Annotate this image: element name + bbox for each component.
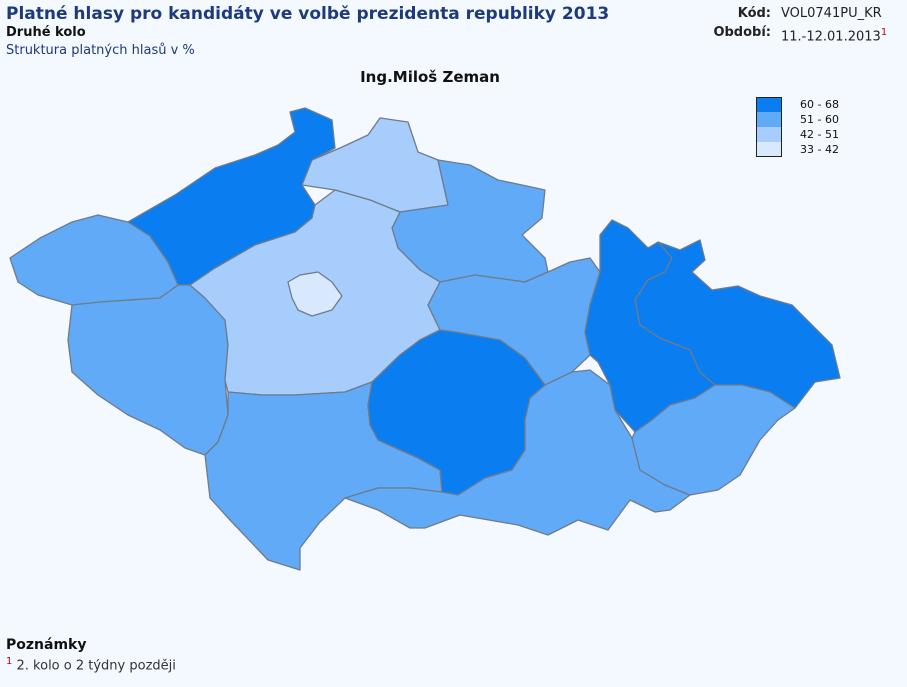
- legend-label: 60 - 68: [800, 98, 839, 111]
- legend-item: 51 - 60: [756, 112, 839, 127]
- legend-item: 60 - 68: [756, 97, 839, 112]
- region-moravskoslezsky[interactable]: [634, 239, 841, 409]
- map-legend: 60 - 68 51 - 60 42 - 51 33 - 42: [756, 97, 839, 157]
- legend-label: 33 - 42: [800, 143, 839, 156]
- page-title: Platné hlasy pro kandidáty ve volbě prez…: [6, 4, 610, 24]
- legend-item: 42 - 51: [756, 127, 839, 142]
- period-note-ref[interactable]: 1: [880, 27, 888, 38]
- period-value: 11.-12.01.2013: [781, 29, 881, 45]
- legend-swatch: [756, 127, 782, 142]
- legend-item: 33 - 42: [756, 142, 839, 157]
- map-title: Ing.Miloš Zeman: [360, 68, 500, 86]
- code-value: VOL0741PU_KR: [781, 6, 882, 21]
- code-label: Kód:: [737, 6, 771, 21]
- legend-label: 51 - 60: [800, 113, 839, 126]
- legend-label: 42 - 51: [800, 128, 839, 141]
- metadata-panel: Kód: VOL0741PU_KR Období: 11.-12.01.2013…: [713, 4, 899, 46]
- legend-swatch: [756, 97, 782, 112]
- note-item: 1 2. kolo o 2 týdny později: [6, 656, 176, 673]
- region-plzensky[interactable]: [67, 284, 229, 456]
- legend-swatch: [756, 112, 782, 127]
- round-subtitle: Druhé kolo: [6, 25, 86, 40]
- note-ref: 1: [6, 656, 13, 667]
- region-zlinsky[interactable]: [631, 384, 796, 496]
- period-label: Období:: [713, 25, 771, 40]
- note-text: 2. kolo o 2 týdny později: [16, 658, 176, 674]
- region-praha[interactable]: [287, 271, 343, 317]
- legend-swatch: [756, 142, 782, 157]
- notes-heading: Poznámky: [6, 637, 87, 653]
- indicator-subtitle: Struktura platných hlasů v %: [6, 43, 195, 58]
- period-row: Období: 11.-12.01.20131: [713, 23, 899, 46]
- code-row: Kód: VOL0741PU_KR: [713, 4, 899, 23]
